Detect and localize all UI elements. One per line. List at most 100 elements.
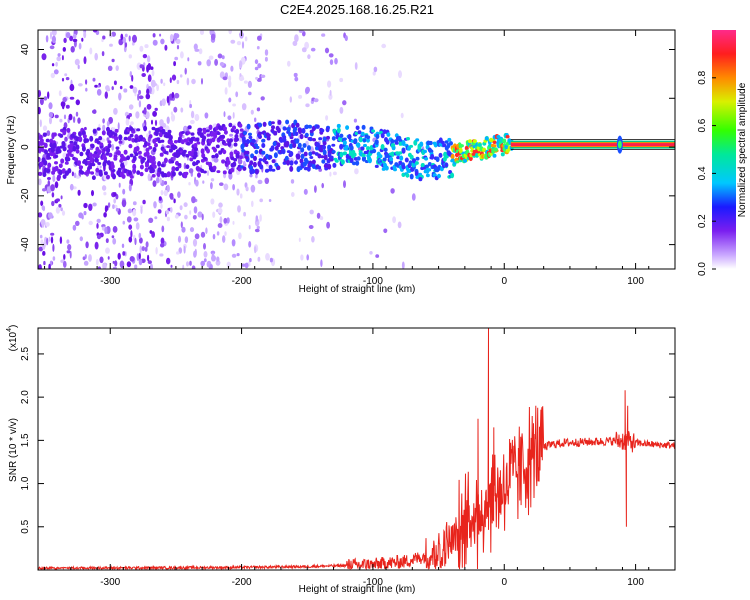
spectrogram-cell — [127, 208, 133, 214]
spectrogram-band-cell — [268, 164, 273, 170]
spectrogram-band-cell — [409, 144, 414, 148]
spectrogram-cell — [217, 223, 223, 228]
spectrogram-cell — [61, 55, 64, 61]
spectrogram-band-cell — [73, 141, 78, 146]
spectrogram-band-cell — [420, 163, 425, 168]
spectrogram-band-cell — [185, 164, 190, 169]
spectrogram-cell — [254, 59, 259, 65]
colorbar-gradient — [712, 30, 736, 269]
spectrogram-cell — [126, 216, 132, 223]
spectrogram-cell — [186, 261, 189, 267]
spectrogram-cell — [303, 188, 308, 195]
spectrogram-cell — [96, 223, 99, 229]
spectrogram-cell — [381, 43, 387, 49]
spectrogram-cell — [203, 243, 206, 250]
spectrogram-band-cell — [43, 160, 48, 166]
spectrogram-cell — [75, 111, 79, 117]
spectrogram-cell — [112, 204, 115, 210]
spectrogram-cell — [112, 260, 115, 264]
spectrogram-cell — [181, 226, 186, 233]
spectrogram-band-cell — [233, 142, 238, 147]
spectrogram-band-cell — [123, 149, 128, 155]
spectrogram-cell — [235, 91, 239, 98]
spectrogram-band-cell — [152, 164, 157, 169]
spectrogram-band-cell — [311, 125, 316, 132]
spectrogram-cell — [163, 189, 168, 197]
spectrogram-cell — [111, 143, 115, 151]
spectrogram-band-cell — [156, 137, 161, 141]
spectrogram-band-cell — [89, 135, 94, 142]
spectrogram-cell — [165, 210, 170, 215]
spectrogram-cell — [63, 254, 66, 260]
spectrogram-cell — [38, 246, 43, 252]
spectrogram-cell — [184, 67, 187, 75]
spectrogram-band-cell — [159, 126, 164, 130]
y-tick-label: 20 — [20, 92, 31, 104]
spectrogram-band-cell — [61, 142, 66, 148]
spectrogram-band-cell — [358, 136, 363, 143]
x-tick-label: 0 — [501, 577, 507, 588]
spectrogram-band-cell — [401, 140, 406, 146]
spectrogram-band-cell — [107, 140, 112, 144]
spectrogram-cell — [182, 264, 185, 269]
spectrogram-cell — [40, 200, 44, 207]
spectrogram-band-cell — [196, 141, 201, 145]
spectrogram-band-cell — [302, 143, 307, 148]
spectrogram-band-cell — [62, 146, 67, 152]
spectrogram-cell — [390, 188, 395, 194]
spectrogram-cell — [115, 65, 119, 71]
spectrogram-band-cell — [244, 155, 249, 159]
spectrogram-band-cell — [322, 149, 327, 156]
spectrogram-band-cell — [406, 137, 410, 141]
spectrogram-cell — [107, 256, 110, 260]
spectrogram-cell — [328, 93, 333, 100]
spectrogram-cell — [139, 237, 143, 244]
spectrogram-band-cell — [78, 131, 82, 137]
spectrogram-band-cell — [428, 140, 433, 146]
spectrogram-band-cell — [437, 173, 441, 179]
spectrogram-band-cell — [329, 155, 334, 160]
spectrogram-cell — [51, 200, 55, 207]
spectrogram-band-cell — [332, 162, 337, 168]
spectrogram-band-cell — [253, 155, 257, 161]
spectrogram-band-cell — [145, 151, 150, 157]
spectrogram-cell — [128, 35, 131, 42]
spectrogram-band-cell — [336, 123, 341, 129]
spectrogram-cell — [193, 43, 198, 51]
spectrogram-cell — [129, 85, 134, 89]
spectrogram-band-cell — [339, 133, 344, 138]
spectrogram-band-cell — [146, 142, 151, 147]
spectrogram-cell — [152, 180, 157, 188]
carrier-blip — [617, 140, 622, 149]
spectrogram-cell — [173, 33, 178, 41]
spectrogram-cell — [69, 35, 74, 42]
spectrogram-cell — [243, 211, 247, 217]
spectrogram-band-cell — [349, 157, 354, 164]
spectrogram-cell — [305, 87, 310, 94]
spectrogram-band-cell — [289, 136, 294, 140]
spectrogram-band-cell — [325, 126, 330, 133]
spectrogram-band-cell — [115, 146, 120, 150]
y-tick-label: -20 — [20, 188, 31, 203]
spectrogram-band-cell — [418, 177, 423, 182]
spectrogram-band-cell — [44, 149, 48, 155]
spectrogram-cell — [401, 261, 405, 269]
spectrogram-cell — [49, 45, 55, 50]
spectrogram-band-cell — [261, 143, 266, 148]
spectrogram-band-cell — [289, 143, 293, 149]
spectrogram-band-cell — [450, 153, 455, 160]
spectrogram-band-cell — [126, 155, 131, 161]
spectrogram-cell — [128, 224, 133, 230]
spectrogram-cell — [136, 253, 140, 262]
spectrogram-band-cell — [185, 153, 190, 158]
spectrogram-band-cell — [113, 156, 118, 161]
spectrogram-cell — [42, 188, 47, 192]
spectrogram-band-cell — [148, 134, 153, 139]
spectrogram-cell — [314, 185, 317, 193]
spectrogram-cell — [158, 196, 162, 201]
spectrogram-cell — [99, 256, 104, 264]
spectrogram-cell — [160, 203, 163, 209]
spectrogram-band-cell — [90, 143, 95, 149]
